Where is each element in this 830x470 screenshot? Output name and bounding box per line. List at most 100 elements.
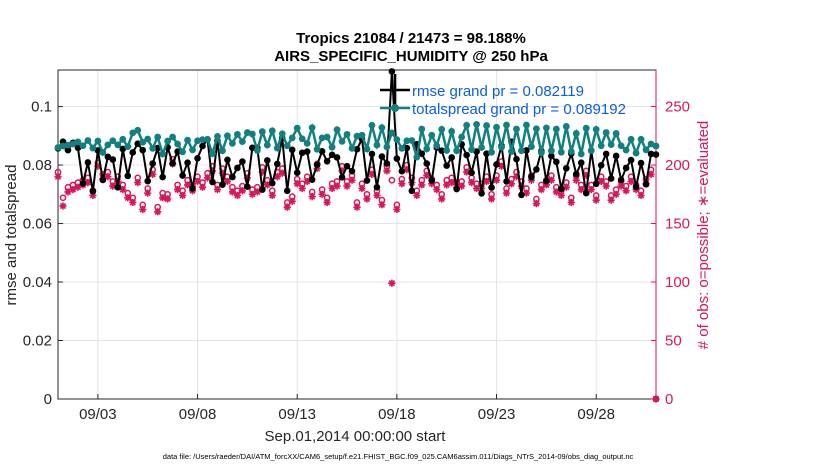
obs-evaluated-point xyxy=(84,178,92,187)
totalspread-point xyxy=(582,124,590,132)
obs-evaluated-point xyxy=(129,198,137,207)
rmse-point xyxy=(523,147,530,154)
totalspread-point xyxy=(567,148,575,155)
obs-evaluated-point xyxy=(303,177,311,186)
rmse-point xyxy=(144,177,151,185)
totalspread-point xyxy=(99,149,107,156)
totalspread-point xyxy=(418,125,426,133)
totalspread-point xyxy=(293,124,301,132)
rmse-point xyxy=(293,169,301,176)
rmse-point xyxy=(268,179,276,187)
rmse-point xyxy=(353,145,361,153)
grid xyxy=(58,70,656,399)
totalspread-point xyxy=(323,133,331,141)
obs-evaluated-point xyxy=(492,176,501,184)
obs-evaluated-point xyxy=(164,195,172,203)
obs-evaluated-point xyxy=(592,196,600,204)
rmse-point xyxy=(239,158,246,165)
obs-evaluated-point xyxy=(223,177,232,186)
totalspread-point xyxy=(513,125,520,133)
rmse-point xyxy=(139,146,147,154)
obs-evaluated-point xyxy=(597,177,605,186)
totalspread-point xyxy=(388,129,396,137)
obs-evaluated-point xyxy=(69,186,77,194)
obs-evaluated-point xyxy=(438,195,446,203)
rmse-point xyxy=(622,164,630,172)
totalspread-point xyxy=(547,147,555,155)
obs-evaluated-point xyxy=(602,182,610,190)
totalspread-point xyxy=(303,140,311,147)
obs-evaluated-point xyxy=(243,174,251,182)
obs-evaluated-point xyxy=(94,162,102,170)
totalspread-point xyxy=(328,143,336,151)
totalspread-point xyxy=(542,124,550,132)
totalspread-point xyxy=(149,144,157,152)
rmse-point xyxy=(383,160,391,167)
rmse-point xyxy=(273,160,281,168)
y-left-tick-label: 0 xyxy=(44,391,52,408)
totalspread-point xyxy=(229,140,236,147)
rmse-point xyxy=(109,156,117,163)
totalspread-point xyxy=(368,121,376,129)
rmse-point xyxy=(209,178,216,186)
totalspread-point xyxy=(169,133,177,141)
totalspread-point xyxy=(114,141,122,149)
rmse-point xyxy=(308,176,316,183)
rmse-point xyxy=(438,147,446,155)
obs-evaluated-point xyxy=(59,202,67,210)
rmse-point xyxy=(637,159,645,167)
totalspread-point xyxy=(483,122,490,129)
obs-evaluated-point xyxy=(398,180,406,188)
obs-evaluated-point xyxy=(443,181,451,189)
rmse-point xyxy=(627,156,635,164)
obs-evaluated-point xyxy=(587,186,595,194)
obs-evaluated-point xyxy=(418,181,426,189)
rmse-point xyxy=(179,172,186,179)
rmse-point xyxy=(84,159,92,166)
totalspread-point xyxy=(533,125,540,133)
rmse-point xyxy=(303,148,311,155)
totalspread-point xyxy=(313,145,321,153)
legend-totalspread-label: totalspread grand pr = 0.089192 xyxy=(412,101,626,118)
obs-evaluated-point xyxy=(468,178,476,187)
totalspread-point xyxy=(438,125,446,133)
totalspread-point xyxy=(642,146,650,154)
obs-evaluated-point xyxy=(213,186,222,194)
obs-evaluated-point xyxy=(283,203,291,211)
rmse-point xyxy=(373,183,381,191)
x-tick-label: 09/18 xyxy=(378,406,416,423)
rmse-point xyxy=(408,187,416,195)
y-axis-right: 0 50 100 150 200 250 xyxy=(651,99,690,408)
totalspread-point xyxy=(179,148,186,156)
totalspread-point xyxy=(448,128,456,135)
rmse-point xyxy=(533,166,540,173)
obs-possible-point xyxy=(59,194,67,202)
rmse-point xyxy=(348,167,356,175)
obs-evaluated-point xyxy=(154,208,162,216)
obs-evaluated-point xyxy=(318,190,326,198)
totalspread-point xyxy=(562,123,570,130)
totalspread-point xyxy=(607,141,615,148)
x-axis: 09/03 09/08 09/13 09/18 09/23 09/28 xyxy=(79,394,615,423)
rmse-point xyxy=(563,164,570,172)
totalspread-point xyxy=(378,124,386,132)
totalspread-point xyxy=(393,136,401,144)
totalspread-point xyxy=(383,143,391,151)
rmse-point xyxy=(453,185,460,193)
x-axis-label: Sep.01,2014 00:00:00 start xyxy=(265,428,447,445)
totalspread-point xyxy=(283,142,291,150)
totalspread-point xyxy=(552,125,560,133)
totalspread-point xyxy=(403,137,411,145)
rmse-point xyxy=(264,157,271,164)
obs-evaluated-point xyxy=(139,205,147,214)
obs-evaluated-point xyxy=(64,188,72,196)
obs-evaluated-point xyxy=(547,176,555,184)
totalspread-point xyxy=(493,123,500,131)
obs-evaluated-point xyxy=(622,187,630,195)
rmse-point xyxy=(558,185,565,193)
rmse-point xyxy=(443,162,451,169)
rmse-point xyxy=(333,154,341,161)
obs-evaluated-point xyxy=(328,184,336,193)
plot-area xyxy=(54,68,660,403)
rmse-point xyxy=(612,152,620,160)
